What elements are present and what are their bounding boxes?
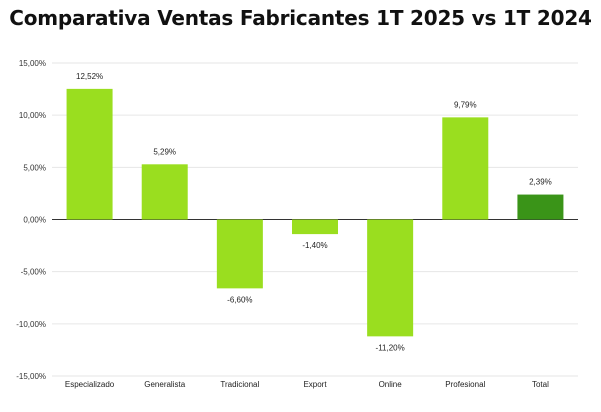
data-label: -6,60%: [227, 295, 252, 304]
data-labels: 12,52% 5,29% -6,60% -1,40% -11,20% 9,79% 2,39%: [76, 72, 552, 352]
bar-profesional: [442, 117, 489, 220]
bar-tradicional: [216, 219, 263, 289]
x-tick-label: Total: [532, 380, 549, 389]
bar-generalista: [141, 164, 188, 220]
bar-online: [367, 219, 414, 337]
data-label: -11,20%: [376, 343, 405, 352]
x-tick-label: Especializado: [65, 380, 115, 389]
y-tick-label: 5,00%: [23, 163, 46, 172]
y-tick-label: -10,00%: [16, 320, 46, 329]
data-label: 12,52%: [76, 72, 103, 81]
y-tick-label: 15,00%: [19, 59, 46, 68]
x-tick-label: Online: [379, 380, 403, 389]
x-tick-label: Generalista: [144, 380, 185, 389]
bar-total: [517, 194, 564, 220]
y-axis-ticks: 15,00% 10,00% 5,00% 0,00% -5,00% -10,00% -15,0…: [16, 59, 46, 381]
y-tick-label: 0,00%: [23, 216, 46, 225]
bars: [66, 88, 564, 337]
y-tick-label: -15,00%: [16, 372, 46, 381]
bar-especializado: [66, 88, 113, 220]
x-tick-label: Export: [303, 380, 327, 389]
bar-export: [292, 219, 338, 235]
data-label: 5,29%: [153, 147, 176, 156]
data-label: -1,40%: [302, 241, 327, 250]
x-tick-label: Profesional: [445, 380, 485, 389]
y-tick-label: -5,00%: [21, 268, 46, 277]
x-axis-labels: Especializado Generalista Tradicional Expor…: [65, 380, 549, 389]
data-label: 2,39%: [529, 178, 552, 187]
y-tick-label: 10,00%: [19, 111, 46, 120]
gridlines: [52, 62, 578, 377]
chart-title: Comparativa Ventas Fabricantes 1T 2025 v…: [9, 6, 592, 30]
x-tick-label: Tradicional: [220, 380, 259, 389]
data-label: 9,79%: [454, 100, 477, 109]
